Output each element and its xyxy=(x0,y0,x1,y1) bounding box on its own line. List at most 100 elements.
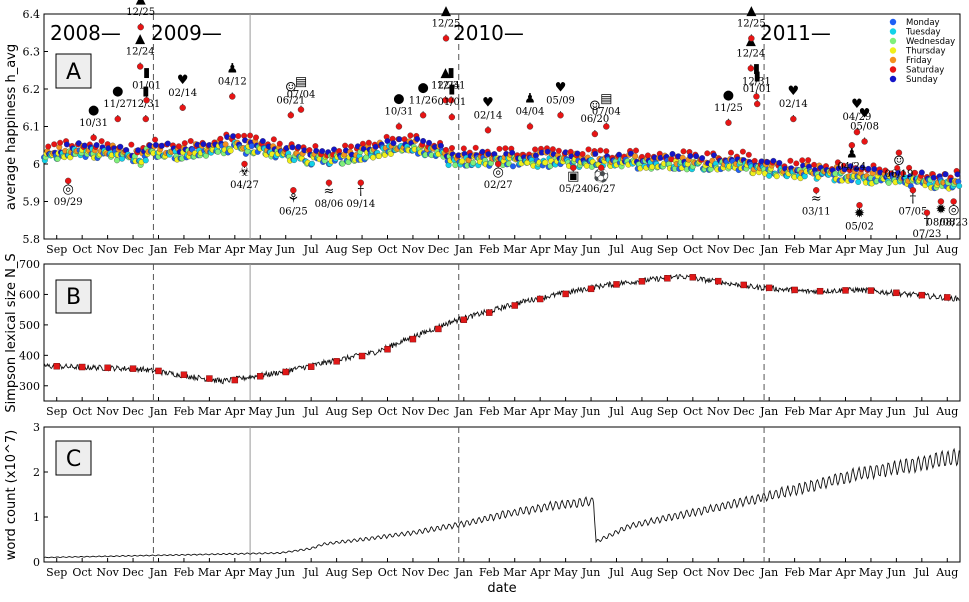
heart-icon: ♥ xyxy=(555,80,567,95)
weekly-average-marker xyxy=(613,281,620,288)
x-tick-label: Sep xyxy=(657,566,678,579)
x-axis-label: date xyxy=(487,581,516,596)
x-tick-label: Oct xyxy=(72,243,92,256)
x-tick-label: May xyxy=(859,243,884,256)
daily-dot xyxy=(912,169,918,176)
x-tick-label: Nov xyxy=(402,243,425,256)
panel-b-ylabel: Simpson lexical size N_S xyxy=(4,253,19,412)
annotation-label: 11/26 xyxy=(409,95,438,106)
y-tick-label: 600 xyxy=(19,288,40,301)
annotation-label: 12/25 xyxy=(432,18,461,29)
panel-c-ylabel: word count (x10^7) xyxy=(4,430,19,560)
x-tick-label: Oct xyxy=(72,405,92,418)
daily-dot xyxy=(259,138,266,144)
weekly-average-marker xyxy=(511,302,518,309)
x-tick-label: Sep xyxy=(352,243,373,256)
daily-dot xyxy=(954,171,961,178)
annotation-label: 12/31 xyxy=(437,80,466,91)
x-tick-label: Nov xyxy=(402,566,425,579)
annotation-dot xyxy=(570,164,577,171)
x-tick-label: Jun xyxy=(581,243,601,256)
annotation-dot xyxy=(90,134,97,141)
daily-dot xyxy=(799,157,806,164)
annotation-dot xyxy=(179,104,186,111)
annotation-label: 09/14 xyxy=(346,199,375,210)
daily-dot xyxy=(449,145,455,151)
x-tick-label: Mar xyxy=(503,405,527,418)
target-icon: ◎ xyxy=(493,165,504,180)
daily-dot xyxy=(309,160,315,167)
legend-label: Thursday xyxy=(905,47,946,57)
annotation-label: 04/29 xyxy=(843,112,872,123)
daily-dot xyxy=(882,167,889,174)
x-tick-label: Oct xyxy=(683,405,703,418)
daily-dot xyxy=(693,153,700,160)
daily-dot xyxy=(214,148,221,155)
x-tick-label: Nov xyxy=(707,566,730,579)
daily-dot xyxy=(372,143,379,150)
weekly-average-marker xyxy=(104,364,111,372)
year-label-2009: 2009— xyxy=(151,21,222,45)
y-tick-label: 3 xyxy=(33,421,40,434)
panel-c-line xyxy=(43,447,960,559)
weekly-average-marker xyxy=(180,371,188,378)
x-tick-label: Sep xyxy=(46,243,67,256)
annotation-dot xyxy=(557,112,564,119)
x-tick-label: Jul xyxy=(303,566,319,579)
annotation-dot xyxy=(526,123,534,130)
x-tick-label: Jun xyxy=(886,566,906,579)
annotation-label: 05/24 xyxy=(559,184,588,195)
annotation-dot xyxy=(484,127,492,134)
annotation-label: 02/14 xyxy=(168,88,197,99)
panel-a-ylabel: average happiness h_avg xyxy=(4,44,19,210)
annotation-dot xyxy=(137,23,144,31)
tree-icon: ▲ xyxy=(441,3,451,18)
daily-dot xyxy=(135,147,142,154)
annotation-label: 02/14 xyxy=(474,110,503,121)
x-tick-label: Jun xyxy=(581,405,601,418)
tree-icon: ▲ xyxy=(136,0,146,7)
x-tick-label: Dec xyxy=(428,405,450,418)
daily-dot xyxy=(235,133,242,140)
x-tick-label: Sep xyxy=(657,405,678,418)
y-tick-label: 6 xyxy=(33,158,40,171)
annotation-label: 12/25 xyxy=(737,18,766,29)
daily-dot xyxy=(847,163,854,170)
weekly-average-marker xyxy=(257,373,264,380)
annotation-label: 10/31 xyxy=(385,107,414,118)
x-tick-label: Dec xyxy=(428,566,450,579)
annotation-label: 07/04 xyxy=(592,107,621,118)
annotation-label: 06/20 xyxy=(580,114,609,125)
daily-dot xyxy=(45,143,52,150)
y-tick-label: 5.9 xyxy=(23,196,41,209)
daily-dot xyxy=(555,147,562,154)
annotation-dot xyxy=(143,97,150,104)
annotation-dot xyxy=(591,130,599,138)
daily-dot xyxy=(164,140,171,147)
annotation-dot xyxy=(790,115,797,123)
panel-c-series xyxy=(43,447,960,559)
daily-dot xyxy=(680,148,687,155)
y-tick-label: 6.4 xyxy=(23,8,41,21)
x-tick-label: Jan xyxy=(454,405,473,418)
figure-icon: † xyxy=(910,191,917,206)
weekly-average-marker xyxy=(206,375,213,382)
x-tick-label: Jun xyxy=(886,405,906,418)
tv-icon: ▣ xyxy=(567,169,579,184)
legend-marker xyxy=(889,75,897,83)
daily-dot xyxy=(544,148,551,155)
daily-dot xyxy=(509,149,516,156)
daily-dot xyxy=(728,149,734,156)
y-tick-label: 2 xyxy=(33,466,40,479)
daily-dot xyxy=(956,182,963,189)
daily-dot xyxy=(359,140,366,147)
daily-dot xyxy=(859,164,866,171)
daily-dot xyxy=(376,153,382,160)
daily-dot xyxy=(885,179,892,186)
daily-dot xyxy=(687,153,694,160)
mj-icon: ⚘ xyxy=(288,191,300,206)
x-tick-label: Sep xyxy=(46,566,67,579)
daily-dot xyxy=(270,136,277,143)
x-tick-label: Oct xyxy=(72,566,92,579)
